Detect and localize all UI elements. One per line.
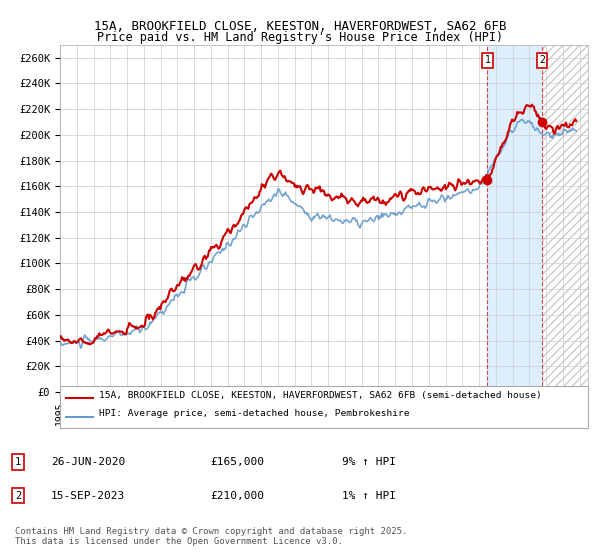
Text: £165,000: £165,000 [210, 457, 264, 467]
Bar [542, 45, 588, 392]
Text: HPI: Average price, semi-detached house, Pembrokeshire: HPI: Average price, semi-detached house,… [99, 409, 409, 418]
Text: 2: 2 [15, 491, 21, 501]
Text: 2: 2 [539, 55, 545, 65]
Text: 9% ↑ HPI: 9% ↑ HPI [342, 457, 396, 467]
Text: Contains HM Land Registry data © Crown copyright and database right 2025.
This d: Contains HM Land Registry data © Crown c… [15, 526, 407, 546]
Text: 15A, BROOKFIELD CLOSE, KEESTON, HAVERFORDWEST, SA62 6FB (semi-detached house): 15A, BROOKFIELD CLOSE, KEESTON, HAVERFOR… [99, 391, 542, 400]
Text: 1% ↑ HPI: 1% ↑ HPI [342, 491, 396, 501]
Text: £210,000: £210,000 [210, 491, 264, 501]
Text: 15A, BROOKFIELD CLOSE, KEESTON, HAVERFORDWEST, SA62 6FB: 15A, BROOKFIELD CLOSE, KEESTON, HAVERFOR… [94, 20, 506, 32]
Text: 1: 1 [484, 55, 490, 65]
Text: 26-JUN-2020: 26-JUN-2020 [51, 457, 125, 467]
Text: Price paid vs. HM Land Registry's House Price Index (HPI): Price paid vs. HM Land Registry's House … [97, 31, 503, 44]
Text: 1: 1 [15, 457, 21, 467]
Bar [542, 45, 588, 392]
Bar [487, 45, 542, 392]
Text: 15-SEP-2023: 15-SEP-2023 [51, 491, 125, 501]
